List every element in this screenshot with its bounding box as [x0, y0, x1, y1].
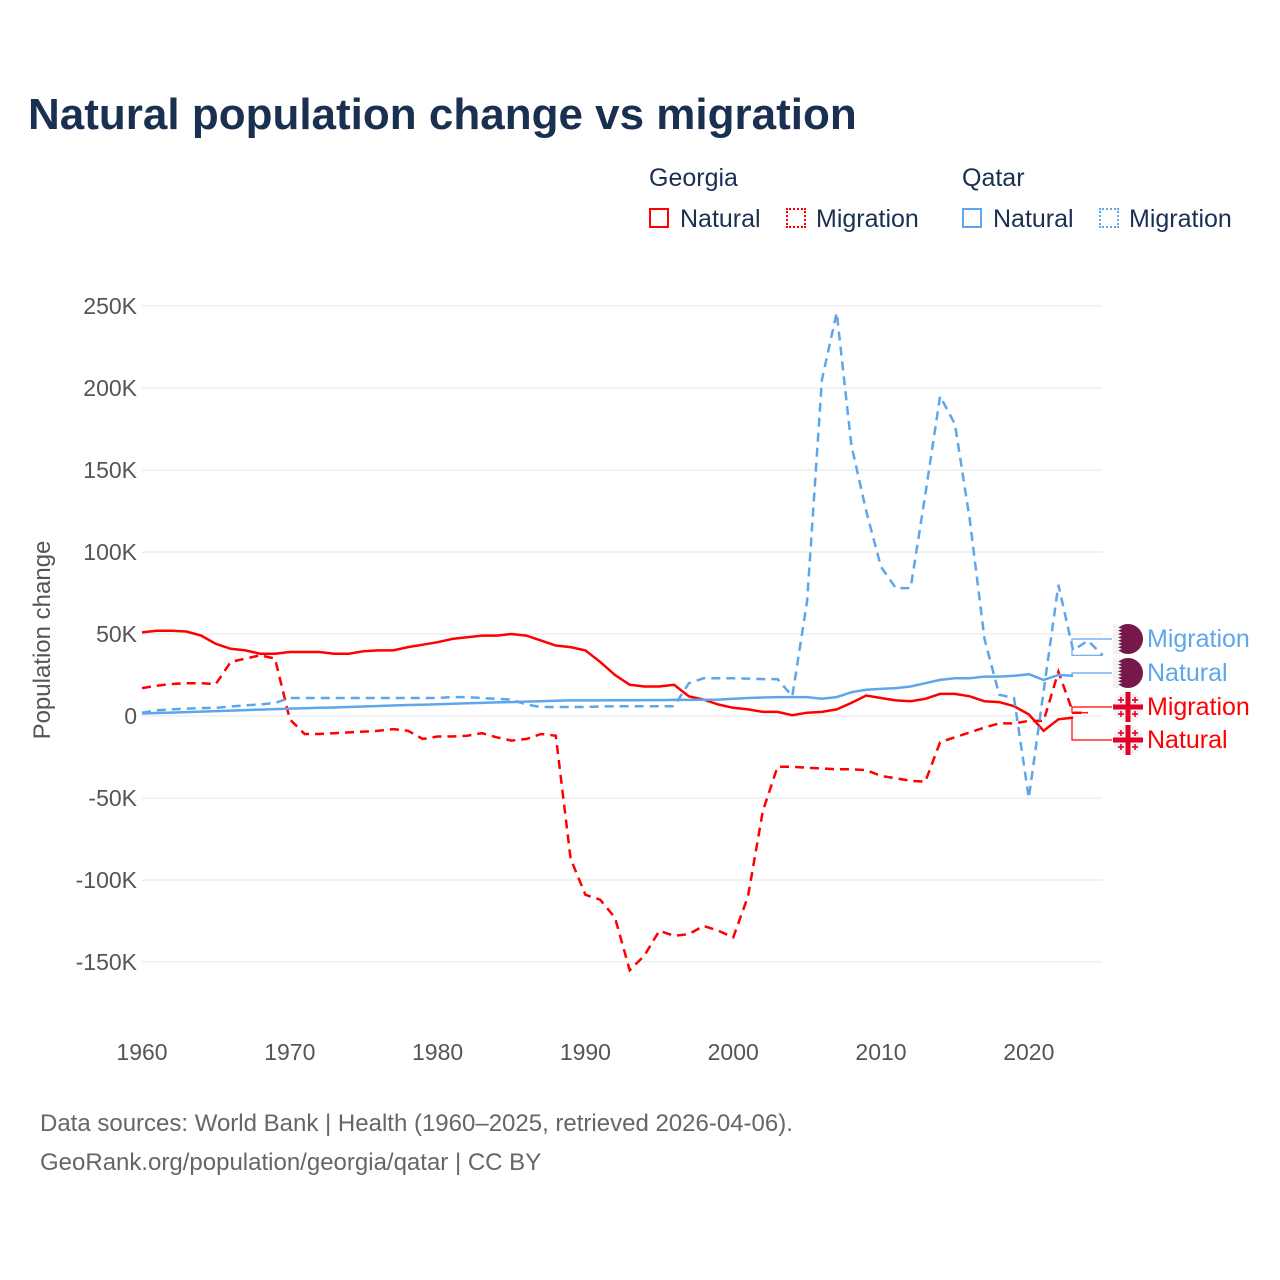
georgia-flag-icon [1113, 692, 1143, 722]
y-tick-label: 200K [83, 375, 137, 401]
footer-link[interactable]: GeoRank.org/population/georgia/qatar | C… [40, 1149, 542, 1176]
legend-georgia-natural[interactable]: Natural [680, 205, 761, 233]
series-line-georgia-natural [141, 629, 1074, 733]
legend-swatch-georgia-natural [649, 208, 669, 228]
x-tick-label: 2010 [855, 1039, 906, 1065]
y-tick-label: -150K [76, 949, 138, 975]
chart-title: Natural population change vs migration [28, 90, 857, 139]
end-label-georgia-natural: Natural [1147, 726, 1228, 754]
end-label-georgia-migration: Migration [1147, 693, 1250, 721]
x-tick-label: 2020 [1003, 1039, 1054, 1065]
y-tick-label: 100K [83, 539, 137, 565]
legend-swatch-qatar-migration [1099, 208, 1119, 228]
legend-group-georgia: Georgia [649, 164, 738, 192]
series-line-georgia-migration [141, 654, 1088, 973]
legend-qatar-natural[interactable]: Natural [993, 205, 1074, 233]
x-tick-label: 2000 [708, 1039, 759, 1065]
label-connector [1071, 706, 1112, 714]
label-connector [1071, 672, 1112, 677]
series-line-qatar-migration [141, 312, 1104, 799]
label-connector [1071, 717, 1112, 741]
footer-sources: Data sources: World Bank | Health (1960–… [40, 1110, 793, 1137]
y-axis-label: Population change [29, 541, 56, 740]
x-tick-label: 1980 [412, 1039, 463, 1065]
end-label-qatar-natural: Natural [1147, 659, 1228, 687]
y-tick-label: 50K [96, 621, 138, 647]
qatar-flag-icon [1113, 658, 1143, 688]
legend-swatch-qatar-natural [962, 208, 982, 228]
legend-georgia-migration[interactable]: Migration [816, 205, 919, 233]
x-tick-label: 1960 [116, 1039, 167, 1065]
label-connector [1071, 638, 1112, 656]
y-tick-label: -50K [88, 785, 137, 811]
y-tick-label: 150K [83, 457, 137, 483]
y-tick-label: 250K [83, 293, 137, 319]
legend-swatch-georgia-migration [786, 208, 806, 228]
legend-qatar-migration[interactable]: Migration [1129, 205, 1232, 233]
y-tick-label: -100K [76, 867, 138, 893]
end-label-qatar-migration: Migration [1147, 625, 1250, 653]
x-tick-label: 1990 [560, 1039, 611, 1065]
legend-group-qatar: Qatar [962, 164, 1025, 192]
y-tick-label: 0 [124, 703, 137, 729]
x-tick-label: 1970 [264, 1039, 315, 1065]
qatar-flag-icon [1113, 624, 1143, 654]
series-line-qatar-natural [141, 672, 1074, 715]
georgia-flag-icon [1113, 725, 1143, 755]
